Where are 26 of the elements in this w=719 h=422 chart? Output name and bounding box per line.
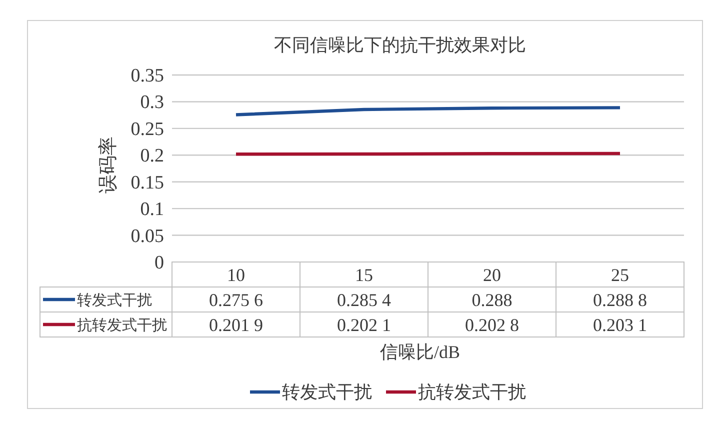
y-tick-label: 0.3 bbox=[140, 92, 164, 114]
y-axis-title: 误码率 bbox=[97, 136, 119, 194]
data-label: 0.288 bbox=[472, 290, 512, 310]
legend: 转发式干扰 抗转发式干扰 bbox=[250, 382, 526, 402]
x-tick-label: 15 bbox=[355, 265, 373, 285]
data-label: 0.288 8 bbox=[593, 290, 647, 310]
legend-label: 抗转发式干扰 bbox=[77, 317, 167, 334]
y-tick-label: 0.05 bbox=[130, 226, 164, 247]
y-tick-label: 0.15 bbox=[130, 172, 164, 194]
data-label: 0.203 1 bbox=[593, 315, 647, 335]
y-tick-label: 0.2 bbox=[140, 146, 164, 167]
x-axis-title: 信噪比/dB bbox=[380, 342, 460, 362]
x-tick-label: 25 bbox=[611, 265, 629, 285]
y-tick-label: 0 bbox=[154, 252, 164, 274]
x-tick-label: 10 bbox=[227, 265, 245, 285]
data-label: 0.202 8 bbox=[465, 315, 519, 335]
y-tick-label: 0.25 bbox=[130, 118, 164, 140]
data-label: 0.275 6 bbox=[209, 290, 263, 310]
title: 不同信噪比下的抗干扰效果对比 bbox=[274, 35, 526, 55]
data-label: 0.201 9 bbox=[209, 315, 263, 335]
x-tick-label: 20 bbox=[483, 265, 501, 285]
legend-label: 转发式干扰 bbox=[77, 292, 152, 309]
data-label: 0.202 1 bbox=[337, 315, 391, 335]
data-label: 0.285 4 bbox=[337, 290, 391, 310]
y-tick-label: 0.1 bbox=[140, 199, 164, 220]
y-tick-label: 0.35 bbox=[130, 66, 164, 86]
